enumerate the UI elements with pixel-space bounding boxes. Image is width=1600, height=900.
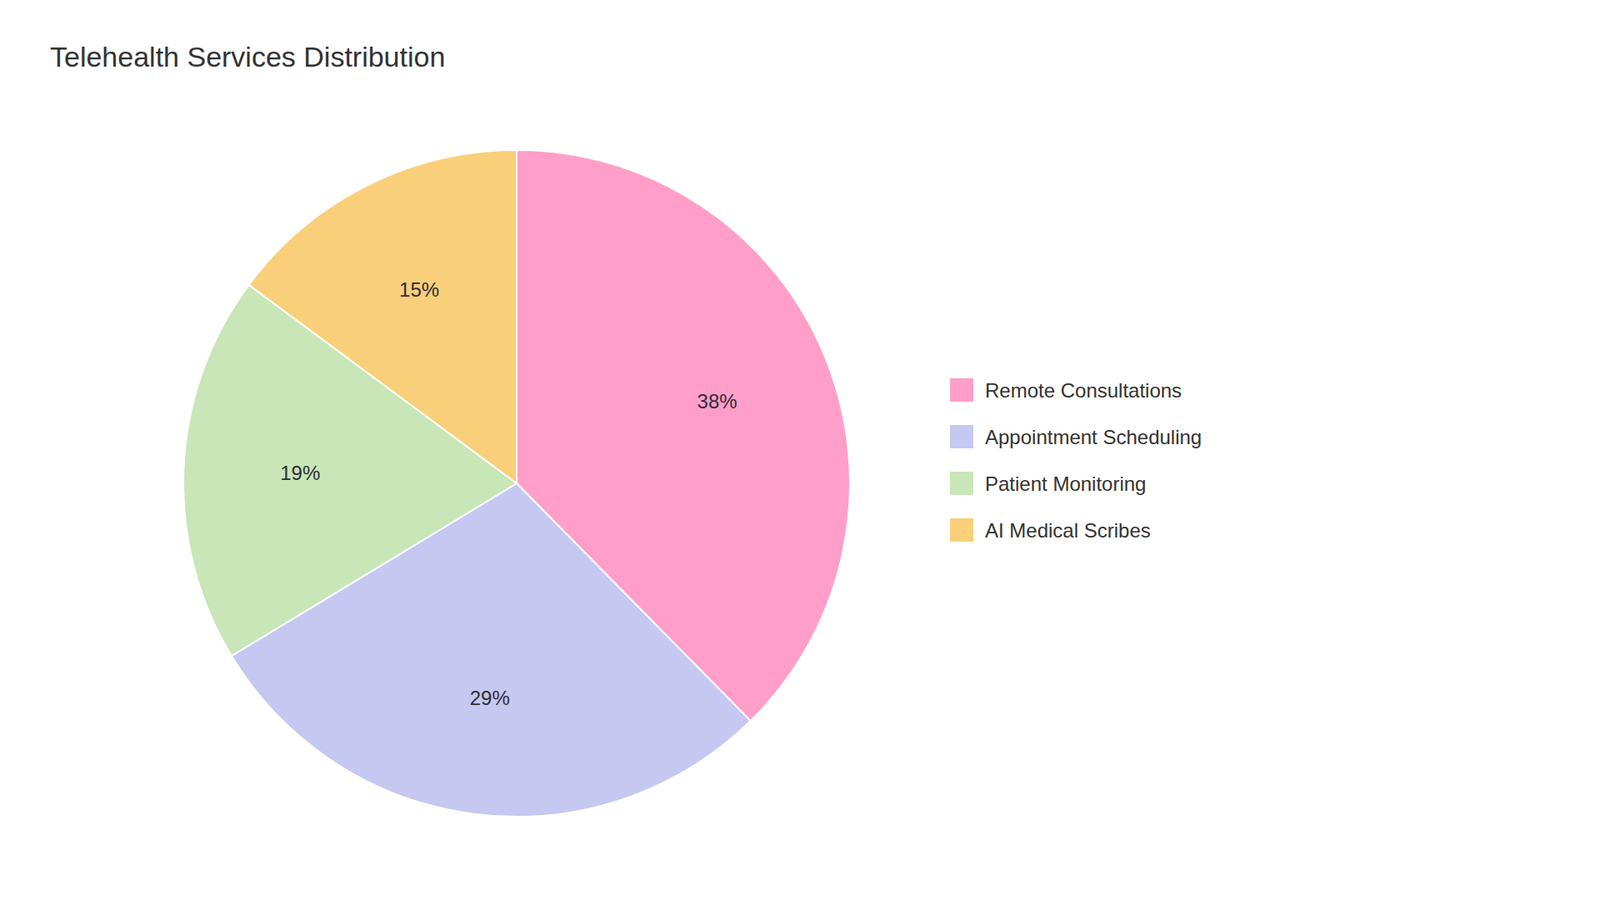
legend: Remote Consultations Appointment Scheduli… bbox=[950, 378, 1202, 542]
data-label: 19% bbox=[280, 461, 320, 485]
data-label: 29% bbox=[470, 686, 510, 710]
legend-item: AI Medical Scribes bbox=[950, 518, 1151, 542]
legend-item: Patient Monitoring bbox=[950, 471, 1146, 495]
legend-swatch bbox=[950, 518, 974, 542]
legend-label: Remote Consultations bbox=[985, 379, 1182, 402]
pie-slice bbox=[249, 150, 517, 484]
chart: Telehealth Services Distribution 38% 29% 19… bbox=[0, 0, 1600, 900]
legend-swatch bbox=[950, 471, 974, 495]
legend-swatch bbox=[950, 425, 974, 449]
legend-item: Remote Consultations bbox=[950, 378, 1182, 402]
legend-item: Appointment Scheduling bbox=[950, 425, 1202, 449]
data-label: 15% bbox=[399, 278, 440, 301]
title: Telehealth Services Distribution bbox=[50, 40, 445, 73]
legend-label: AI Medical Scribes bbox=[985, 519, 1151, 542]
pie bbox=[183, 150, 850, 817]
data-labels: 38% 29% 19% 15% bbox=[280, 278, 737, 710]
legend-label: Patient Monitoring bbox=[985, 472, 1146, 495]
data-label: 38% bbox=[697, 390, 738, 413]
legend-label: Appointment Scheduling bbox=[985, 425, 1202, 449]
legend-swatch bbox=[950, 378, 974, 402]
